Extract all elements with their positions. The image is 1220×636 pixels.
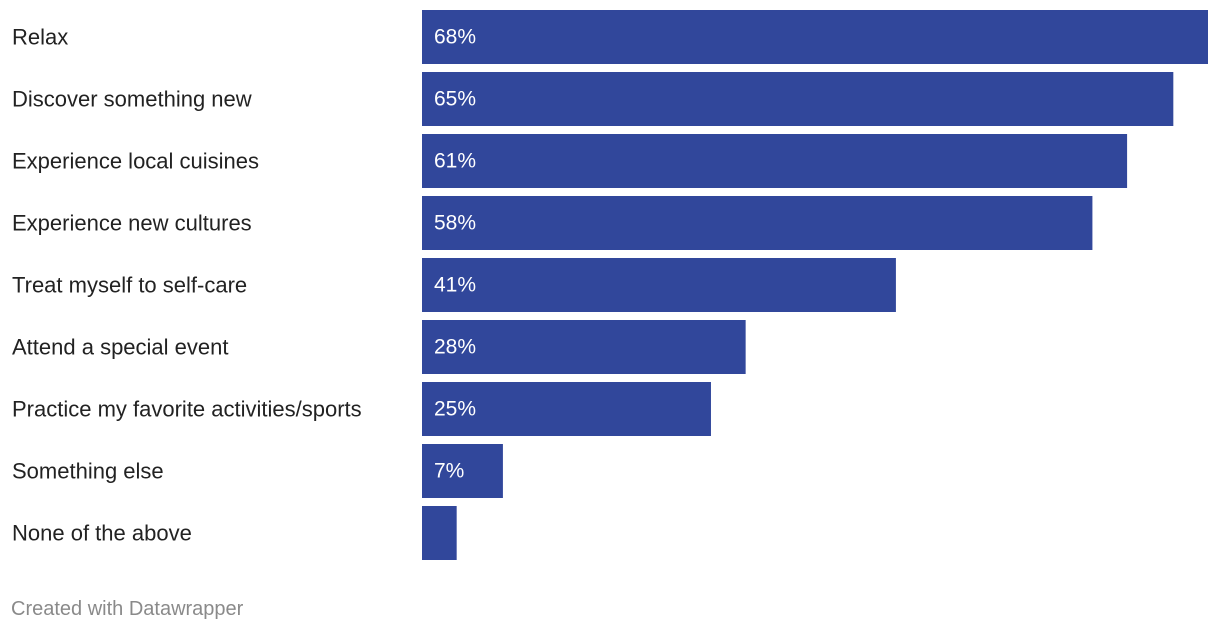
chart-credit: Created with Datawrapper (11, 598, 244, 620)
bar-value-label: 61% (434, 150, 476, 173)
category-label: Treat myself to self-care (12, 273, 247, 298)
bar (422, 72, 1174, 126)
bar (422, 444, 503, 498)
bar-value-label: 7% (434, 460, 464, 483)
category-label: Relax (12, 25, 68, 50)
bar-value-label: 28% (434, 336, 476, 359)
bar (422, 258, 896, 312)
bar-value-label: 25% (434, 398, 476, 421)
category-label: None of the above (12, 521, 192, 546)
bar-chart: Relax 68% Discover something new 65% Experie… (12, 10, 1208, 560)
bar-value-label: 41% (434, 274, 476, 297)
category-label: Attend a special event (12, 335, 228, 360)
bar (422, 506, 457, 560)
category-label: Discover something new (12, 87, 252, 112)
category-label: Experience local cuisines (12, 149, 259, 174)
bar (422, 382, 711, 436)
category-label: Practice my favorite activities/sports (12, 397, 362, 422)
bar (422, 134, 1128, 188)
bar-value-label: 65% (434, 88, 476, 111)
bar (422, 10, 1208, 64)
bar-value-label: 68% (434, 26, 476, 49)
category-label: Something else (12, 459, 164, 484)
bar-value-label: 58% (434, 212, 476, 235)
bar (422, 196, 1093, 250)
bar (422, 320, 746, 374)
category-label: Experience new cultures (12, 211, 252, 236)
